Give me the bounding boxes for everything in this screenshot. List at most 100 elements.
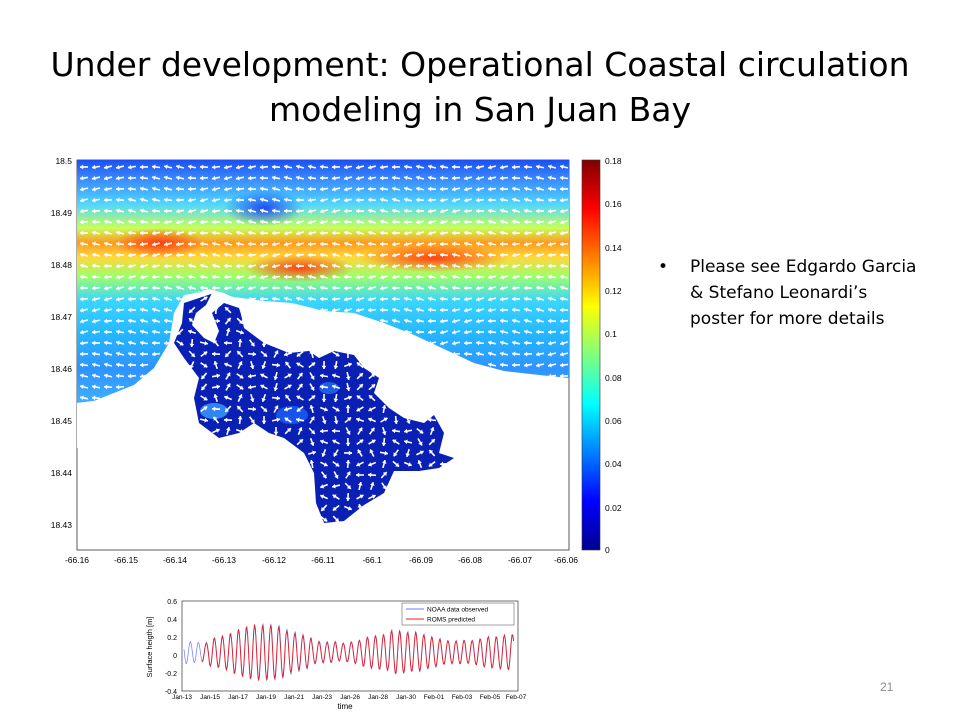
velocity-arrow [213, 393, 219, 403]
velocity-arrow [381, 459, 387, 469]
velocity-arrow [309, 349, 315, 359]
velocity-arrow [391, 186, 401, 192]
velocity-arrow [343, 285, 353, 291]
velocity-arrow [427, 285, 437, 291]
velocity-arrow [547, 197, 557, 203]
velocity-arrow [247, 373, 257, 379]
velocity-arrow [261, 415, 267, 425]
velocity-arrow [367, 274, 377, 280]
velocity-arrow [223, 252, 233, 258]
velocity-arrow [511, 340, 521, 346]
ts-x-axis: Jan-13 Jan-15 Jan-17 Jan-19 Jan-21 Jan-2… [172, 694, 527, 711]
velocity-arrow [235, 428, 245, 434]
velocity-arrow [295, 164, 305, 170]
velocity-arrow [127, 208, 137, 214]
velocity-arrow [247, 285, 257, 291]
velocity-arrow [283, 208, 293, 214]
velocity-arrow [139, 329, 149, 335]
velocity-arrow [187, 219, 197, 225]
velocity-arrow [199, 285, 209, 291]
velocity-arrow [115, 373, 125, 379]
velocity-arrow [511, 208, 521, 214]
velocity-arrow [175, 219, 185, 225]
velocity-arrow [391, 241, 401, 247]
velocity-arrow [368, 417, 376, 423]
velocity-arrow [223, 285, 233, 291]
velocity-arrow [115, 252, 125, 258]
velocity-arrow [487, 318, 497, 324]
velocity-arrow [175, 296, 185, 302]
velocity-arrow [139, 175, 149, 181]
y-tick-label: 0.2 [167, 635, 177, 642]
velocity-arrow [369, 449, 375, 457]
velocity-arrow [79, 296, 89, 302]
velocity-arrow [331, 241, 341, 247]
velocity-arrow [139, 208, 149, 214]
velocity-arrow [79, 329, 89, 335]
velocity-arrow [367, 175, 377, 181]
velocity-arrow [463, 241, 473, 247]
velocity-arrow [475, 208, 485, 214]
velocity-arrow [236, 405, 244, 413]
colorbar-tick-label: 0.14 [605, 243, 622, 253]
velocity-arrow [475, 274, 485, 280]
velocity-arrow [439, 175, 449, 181]
velocity-arrow [139, 197, 149, 203]
velocity-arrow [415, 164, 425, 170]
colorbar-tick-label: 0.06 [605, 416, 622, 426]
velocity-arrow [535, 197, 545, 203]
velocity-arrow [451, 318, 461, 324]
velocity-arrow [368, 427, 376, 435]
velocity-arrow [379, 285, 389, 291]
velocity-arrow [331, 285, 341, 291]
velocity-arrow [319, 373, 329, 379]
velocity-arrow [103, 296, 113, 302]
velocity-arrow [511, 219, 521, 225]
velocity-arrow [381, 426, 387, 436]
velocity-arrow [439, 285, 449, 291]
velocity-arrow [547, 362, 557, 368]
velocity-arrow [355, 296, 365, 302]
velocity-arrow [176, 340, 184, 346]
velocity-arrow [247, 197, 257, 203]
velocity-arrow [163, 329, 173, 335]
velocity-arrow [237, 415, 243, 425]
velocity-arrow [199, 186, 209, 192]
velocity-arrow [223, 208, 233, 214]
velocity-arrow [439, 274, 449, 280]
velocity-arrow [391, 219, 401, 225]
velocity-arrow [151, 252, 161, 258]
velocity-arrow [103, 362, 113, 368]
velocity-arrow [439, 219, 449, 225]
velocity-arrow [271, 296, 281, 302]
velocity-arrow [331, 428, 341, 434]
velocity-arrow [79, 219, 89, 225]
velocity-arrow [427, 318, 437, 324]
velocity-arrow [200, 405, 208, 413]
velocity-arrow [320, 471, 328, 479]
velocity-arrow [367, 252, 377, 258]
velocity-arrow [535, 175, 545, 181]
x-tick-label: Jan-30 [396, 694, 416, 701]
velocity-arrow [463, 296, 473, 302]
velocity-arrow [355, 417, 365, 423]
velocity-arrow [151, 340, 161, 346]
colorbar-tick-label: 0 [605, 545, 610, 555]
velocity-arrow [535, 329, 545, 335]
velocity-arrow [487, 307, 497, 313]
velocity-arrow [547, 373, 557, 379]
velocity-arrow [247, 296, 257, 302]
velocity-arrow [151, 219, 161, 225]
velocity-arrow [259, 186, 269, 192]
velocity-arrow [237, 338, 243, 348]
velocity-arrow [283, 296, 293, 302]
y-tick-label: 18.44 [51, 468, 73, 478]
velocity-arrow [403, 263, 413, 269]
velocity-arrow [235, 241, 245, 247]
velocity-arrow [273, 371, 279, 381]
velocity-arrow [381, 404, 387, 414]
velocity-arrow [415, 219, 425, 225]
velocity-arrow [331, 384, 341, 390]
velocity-arrow [163, 230, 173, 236]
velocity-arrow [307, 285, 317, 291]
